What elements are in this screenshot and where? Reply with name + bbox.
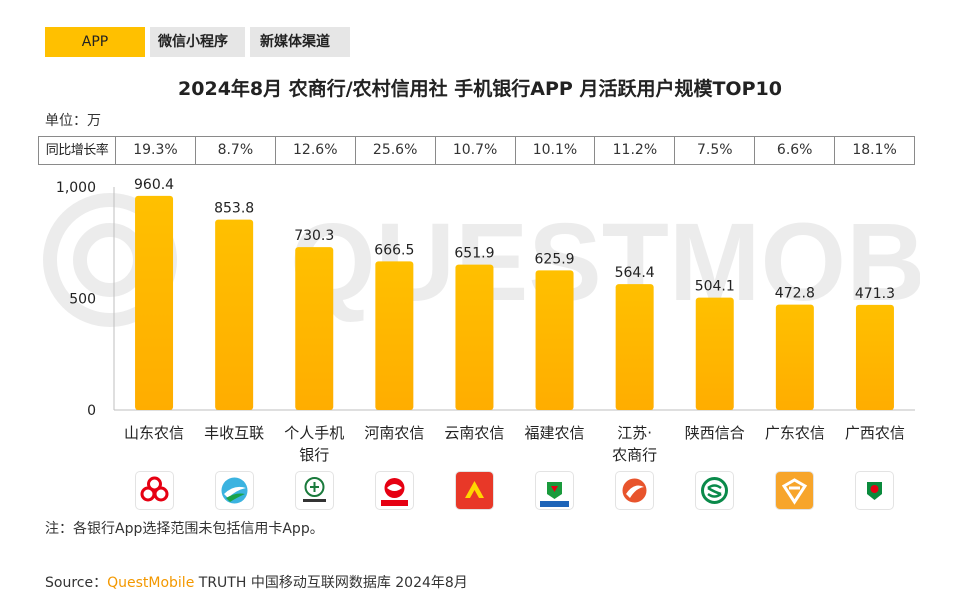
x-tick-label-line: 山东农信 bbox=[124, 424, 185, 442]
data-label: 730.3 bbox=[294, 228, 334, 244]
bar bbox=[615, 284, 654, 410]
y-tick-label: 0 bbox=[87, 403, 96, 419]
tab-bar: APP 微信小程序 新媒体渠道 bbox=[45, 27, 350, 57]
shandong-rural-credit-icon bbox=[135, 472, 173, 509]
bar-chart: 0 500 1,000 960.4 853.8 730.3 666.5 651.9 625.9… bbox=[56, 177, 915, 419]
x-tick-label: 江苏· 农商行 bbox=[595, 422, 675, 466]
bar bbox=[695, 297, 734, 410]
x-tick-label: 陕西信合 bbox=[675, 422, 755, 444]
tab-wechat-mini-program[interactable]: 微信小程序 bbox=[150, 27, 245, 57]
data-label: 960.4 bbox=[134, 177, 174, 193]
x-tick-label: 河南农信 bbox=[354, 422, 434, 444]
x-tick-label-line: 云南农信 bbox=[444, 424, 505, 442]
x-tick-label-line: 银行 bbox=[299, 446, 330, 464]
growth-rate-table: 同比增长率 19.3% 8.7% 12.6% 25.6% 10.7% 10.1%… bbox=[38, 136, 915, 165]
data-label: 472.8 bbox=[775, 286, 815, 302]
bar bbox=[215, 219, 254, 410]
growth-rate-cell: 12.6% bbox=[276, 137, 356, 164]
bar bbox=[855, 304, 894, 410]
data-label: 853.8 bbox=[214, 201, 254, 217]
henan-rural-credit-icon bbox=[375, 472, 413, 509]
x-tick-label: 丰收互联 bbox=[194, 422, 274, 444]
fengshou-hulian-icon bbox=[215, 472, 253, 509]
data-label: 471.3 bbox=[855, 286, 895, 302]
x-tick-label-line: 农商行 bbox=[612, 446, 658, 464]
growth-rate-cell: 8.7% bbox=[196, 137, 276, 164]
fujian-rural-credit-icon bbox=[536, 472, 574, 509]
x-tick-label: 山东农信 bbox=[114, 422, 194, 444]
unit-label: 单位：万 bbox=[45, 113, 101, 129]
growth-rate-cell: 10.1% bbox=[516, 137, 596, 164]
x-tick-label-line: 个人手机 bbox=[284, 424, 345, 442]
source-rest: TRUTH 中国移动互联网数据库 2024年8月 bbox=[194, 575, 468, 591]
bar bbox=[775, 304, 814, 410]
y-tick-label: 1,000 bbox=[56, 180, 96, 196]
data-label: 666.5 bbox=[374, 242, 414, 258]
x-tick-label: 个人手机 银行 bbox=[274, 422, 354, 466]
bar bbox=[535, 270, 574, 410]
bar bbox=[455, 264, 494, 410]
bar bbox=[135, 195, 174, 410]
x-tick-label: 云南农信 bbox=[434, 422, 514, 444]
jiangsu-rural-bank-icon bbox=[616, 472, 654, 509]
x-tick-label-line: 江苏· bbox=[617, 424, 653, 442]
growth-rate-cell: 19.3% bbox=[116, 137, 196, 164]
tab-app[interactable]: APP bbox=[45, 27, 145, 57]
x-tick-label: 福建农信 bbox=[515, 422, 595, 444]
chart-title: 2024年8月 农商行/农村信用社 手机银行APP 月活跃用户规模TOP10 bbox=[178, 78, 782, 100]
x-tick-label-line: 福建农信 bbox=[524, 424, 585, 442]
data-label: 504.1 bbox=[695, 279, 735, 295]
x-tick-label-line: 河南农信 bbox=[364, 424, 425, 442]
guangxi-rural-credit-icon bbox=[856, 472, 894, 509]
data-label: 564.4 bbox=[615, 265, 655, 281]
x-tick-label-line: 广东农信 bbox=[764, 424, 825, 442]
growth-rate-cell: 6.6% bbox=[755, 137, 836, 164]
growth-rate-cell: 11.2% bbox=[595, 137, 676, 164]
growth-rate-cell: 18.1% bbox=[852, 142, 897, 158]
sichuan-rural-credit-icon bbox=[295, 472, 333, 509]
x-tick-label: 广东农信 bbox=[755, 422, 835, 444]
shaanxi-xinhe-icon bbox=[696, 472, 734, 509]
y-tick-label: 500 bbox=[69, 292, 96, 308]
data-label: 625.9 bbox=[535, 251, 575, 267]
x-tick-label: 广西农信 bbox=[835, 422, 915, 444]
x-tick-label-line: 陕西信合 bbox=[684, 424, 745, 442]
growth-rate-cell: 25.6% bbox=[356, 137, 436, 164]
source-line: Source：QuestMobile TRUTH 中国移动互联网数据库 2024… bbox=[45, 572, 468, 592]
tab-new-media[interactable]: 新媒体渠道 bbox=[250, 27, 350, 57]
x-tick-label-line: 广西农信 bbox=[844, 424, 905, 442]
source-prefix: Source： bbox=[45, 575, 108, 591]
x-tick-label-line: 丰收互联 bbox=[204, 424, 265, 442]
bar bbox=[375, 261, 414, 410]
footnote: 注：各银行App选择范围未包括信用卡App。 bbox=[45, 521, 324, 537]
growth-rate-cell: 7.5% bbox=[675, 137, 756, 164]
growth-rate-cell: 10.7% bbox=[436, 137, 516, 164]
guangdong-rural-credit-icon bbox=[776, 472, 814, 509]
growth-rate-header: 同比增长率 bbox=[39, 137, 116, 164]
bar bbox=[295, 247, 334, 410]
source-brand: QuestMobile bbox=[107, 575, 195, 591]
yunnan-rural-credit-icon bbox=[455, 472, 493, 509]
data-label: 651.9 bbox=[454, 246, 494, 262]
